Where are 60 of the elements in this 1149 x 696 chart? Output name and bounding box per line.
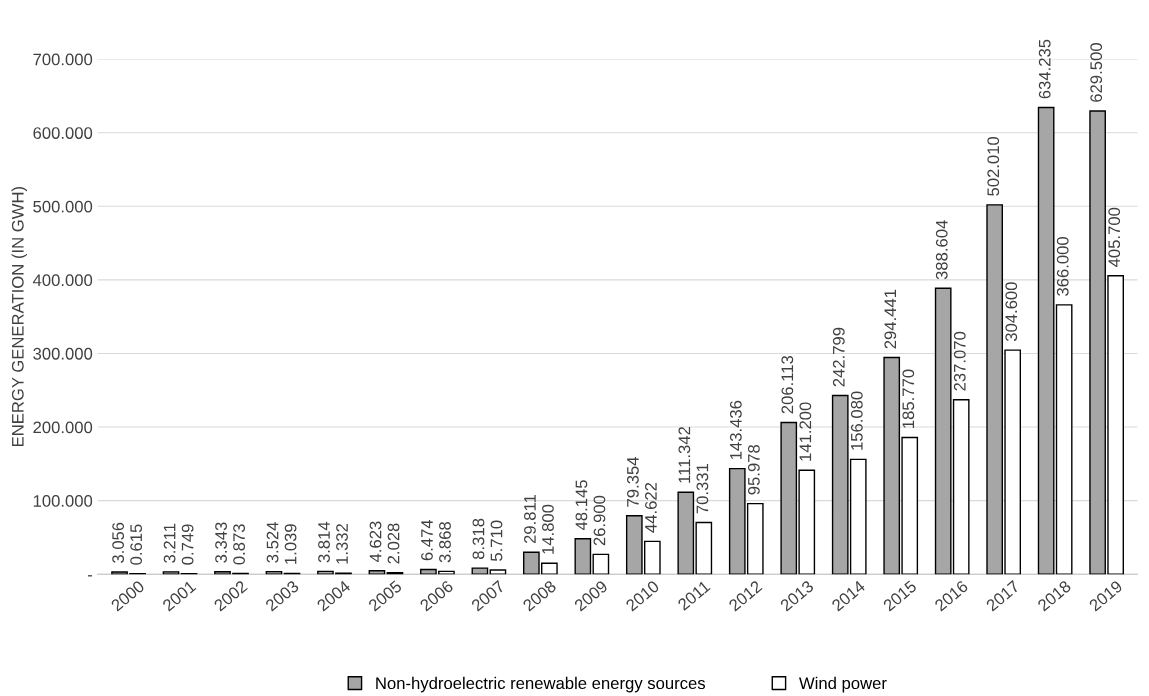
bar bbox=[1037, 106, 1055, 575]
bar bbox=[489, 569, 507, 575]
data-label: 502.010 bbox=[987, 136, 1000, 196]
data-label: 0.749 bbox=[181, 524, 194, 565]
data-label: 26.900 bbox=[593, 495, 606, 546]
data-label: 634.235 bbox=[1038, 39, 1051, 99]
data-label: 294.441 bbox=[884, 289, 897, 349]
data-label: 29.811 bbox=[524, 495, 536, 544]
data-label: 95.978 bbox=[747, 445, 760, 495]
y-tick-label: 400.000 bbox=[32, 274, 93, 287]
data-label: 2.028 bbox=[387, 523, 400, 564]
data-label: 3.343 bbox=[215, 522, 227, 563]
y-tick-label: 300.000 bbox=[33, 347, 93, 360]
data-label: 185.770 bbox=[902, 369, 915, 428]
bar bbox=[1055, 304, 1073, 575]
data-label: 70.331 bbox=[696, 463, 709, 514]
y-tick-label: 600.000 bbox=[33, 127, 93, 139]
data-label: 3.056 bbox=[112, 522, 125, 563]
y-axis-title: ENERGY GENERATION (IN GWH) bbox=[11, 186, 27, 447]
y-tick-label: 700.000 bbox=[33, 53, 93, 66]
data-label: 237.070 bbox=[953, 331, 966, 391]
data-label: 14.800 bbox=[542, 504, 554, 554]
y-tick-label: 500.000 bbox=[33, 200, 93, 213]
data-label: 111.342 bbox=[678, 426, 691, 483]
y-tick-label: 200.000 bbox=[33, 421, 93, 434]
data-label: 1.039 bbox=[284, 524, 297, 564]
bar bbox=[265, 570, 283, 575]
data-label: 3.868 bbox=[439, 522, 451, 563]
data-label: 3.211 bbox=[163, 523, 176, 563]
data-label: 3.814 bbox=[318, 521, 330, 563]
y-tick-label: - bbox=[87, 575, 93, 577]
data-label: 44.622 bbox=[645, 482, 657, 533]
data-label: 79.354 bbox=[626, 456, 639, 507]
data-label: 156.080 bbox=[850, 391, 863, 450]
data-label: 366.000 bbox=[1056, 236, 1069, 296]
bar bbox=[592, 553, 610, 575]
bar bbox=[574, 538, 592, 575]
data-label: 206.113 bbox=[781, 355, 794, 414]
bar bbox=[471, 567, 489, 575]
y-tick-label: 100.000 bbox=[33, 495, 93, 507]
data-label: 5.710 bbox=[490, 520, 503, 561]
legend-label: Wind power bbox=[799, 676, 887, 693]
bar bbox=[368, 570, 386, 575]
data-label: 405.700 bbox=[1108, 207, 1121, 267]
data-label: 0.873 bbox=[233, 524, 245, 565]
data-label: 0.615 bbox=[130, 524, 143, 565]
data-label: 3.524 bbox=[266, 522, 279, 563]
data-label: 141.200 bbox=[799, 402, 812, 461]
data-label: 1.332 bbox=[336, 524, 348, 564]
bar bbox=[162, 571, 180, 575]
data-label: 48.145 bbox=[575, 480, 588, 531]
data-label: 629.500 bbox=[1090, 43, 1103, 102]
data-label: 8.318 bbox=[472, 518, 485, 560]
data-label: 242.799 bbox=[832, 327, 845, 387]
data-label: 388.604 bbox=[935, 220, 948, 280]
data-label: 4.623 bbox=[369, 521, 382, 563]
data-label: 6.474 bbox=[421, 519, 433, 561]
legend-label: Non-hydroelectric renewable energy sources bbox=[376, 676, 706, 693]
data-label: 143.436 bbox=[729, 400, 742, 460]
data-label: 304.600 bbox=[1005, 282, 1018, 342]
